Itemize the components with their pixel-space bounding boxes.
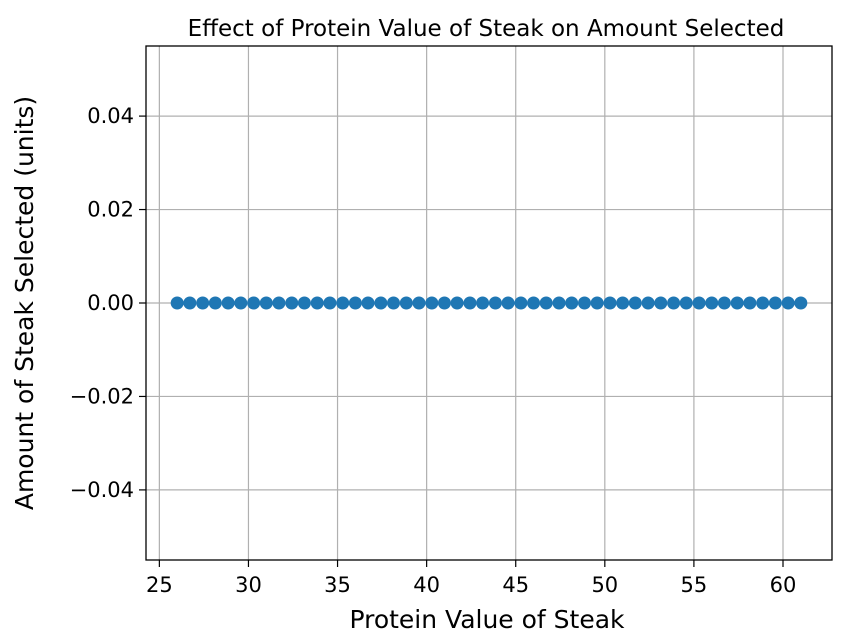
- x-tick-label: 40: [413, 573, 440, 597]
- data-point: [170, 296, 184, 310]
- x-tick-label: 50: [591, 573, 618, 597]
- data-point: [374, 296, 388, 310]
- data-point: [285, 296, 299, 310]
- data-point: [628, 296, 642, 310]
- data-point: [450, 296, 464, 310]
- data-point: [399, 296, 413, 310]
- data-point: [297, 296, 311, 310]
- data-point: [336, 296, 350, 310]
- data-point: [603, 296, 617, 310]
- data-point: [234, 296, 248, 310]
- y-tick-label: 0.04: [87, 104, 134, 128]
- data-point: [654, 296, 668, 310]
- y-tick-label: −0.02: [70, 384, 134, 408]
- data-point: [183, 296, 197, 310]
- data-point: [208, 296, 222, 310]
- data-point: [590, 296, 604, 310]
- data-point: [476, 296, 490, 310]
- x-tick-label: 30: [235, 573, 262, 597]
- data-point: [323, 296, 337, 310]
- data-points: [170, 296, 808, 310]
- data-point: [616, 296, 630, 310]
- data-point: [565, 296, 579, 310]
- data-point: [412, 296, 426, 310]
- data-point: [679, 296, 693, 310]
- y-tick-label: 0.02: [87, 198, 134, 222]
- data-point: [768, 296, 782, 310]
- data-point: [730, 296, 744, 310]
- data-point: [348, 296, 362, 310]
- data-point: [781, 296, 795, 310]
- data-point: [552, 296, 566, 310]
- axis-ticks: 25 30 35 40 45 50 55 60 −0.04 −0.02 0.00 0.02 0.04: [70, 104, 797, 597]
- data-point: [272, 296, 286, 310]
- data-point: [488, 296, 502, 310]
- data-point: [361, 296, 375, 310]
- chart-title: Effect of Protein Value of Steak on Amou…: [188, 16, 785, 42]
- x-tick-label: 35: [324, 573, 351, 597]
- data-point: [386, 296, 400, 310]
- data-point: [259, 296, 273, 310]
- data-point: [527, 296, 541, 310]
- y-tick-label: −0.04: [70, 478, 134, 502]
- data-point: [578, 296, 592, 310]
- data-point: [756, 296, 770, 310]
- x-tick-label: 45: [502, 573, 529, 597]
- data-point: [437, 296, 451, 310]
- data-point: [425, 296, 439, 310]
- y-axis-label: Amount of Steak Selected (units): [10, 96, 39, 510]
- x-tick-label: 25: [146, 573, 173, 597]
- data-point: [717, 296, 731, 310]
- data-point: [247, 296, 261, 310]
- data-point: [196, 296, 210, 310]
- data-point: [641, 296, 655, 310]
- data-point: [310, 296, 324, 310]
- data-point: [667, 296, 681, 310]
- data-point: [705, 296, 719, 310]
- x-tick-label: 60: [770, 573, 797, 597]
- y-tick-label: 0.00: [87, 291, 134, 315]
- x-tick-label: 55: [681, 573, 708, 597]
- data-point: [463, 296, 477, 310]
- data-point: [221, 296, 235, 310]
- data-point: [743, 296, 757, 310]
- data-point: [539, 296, 553, 310]
- data-point: [692, 296, 706, 310]
- x-axis-label: Protein Value of Steak: [349, 605, 625, 634]
- data-point: [501, 296, 515, 310]
- data-point: [514, 296, 528, 310]
- data-point: [794, 296, 808, 310]
